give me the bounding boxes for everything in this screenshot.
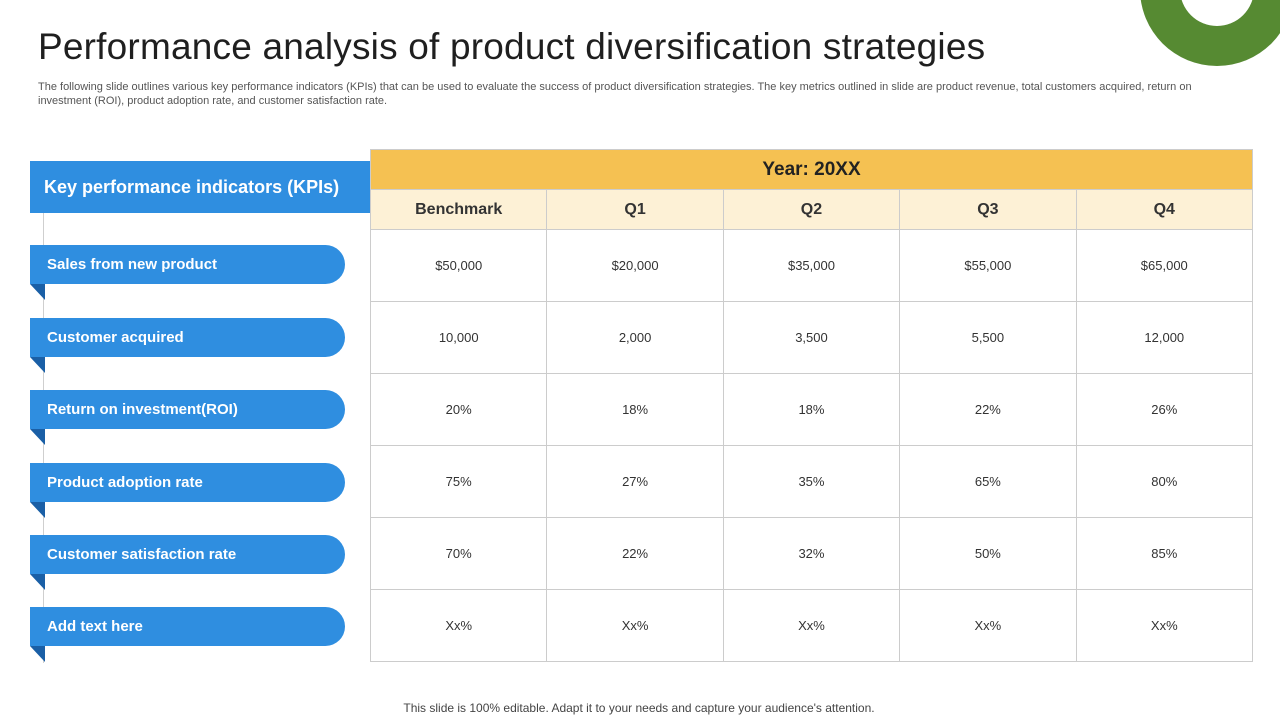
column-header-q1: Q1 (546, 189, 724, 230)
table-cell: 27% (546, 445, 724, 518)
table-cell: $20,000 (546, 229, 724, 302)
kpi-item: Add text here (30, 607, 345, 646)
table-cell: 26% (1075, 373, 1254, 446)
table-row: 20% 18% 18% 22% 26% (369, 373, 1254, 446)
table-cell: 5,500 (899, 301, 1077, 374)
kpi-fold (30, 502, 45, 518)
footer-note: This slide is 100% editable. Adapt it to… (403, 701, 875, 715)
kpi-fold (30, 284, 45, 300)
kpi-item: Sales from new product (30, 245, 345, 284)
table-cell: 32% (722, 517, 901, 590)
kpi-item: Customer satisfaction rate (30, 535, 345, 574)
table-cell: Xx% (1075, 589, 1254, 662)
column-header-q2: Q2 (722, 189, 901, 230)
table-cell: 85% (1075, 517, 1254, 590)
kpi-fold (30, 574, 45, 590)
table-row: $50,000 $20,000 $35,000 $55,000 $65,000 (369, 229, 1254, 302)
table-cell: $55,000 (899, 229, 1077, 302)
table-cell: 70% (369, 517, 548, 590)
table-cell: 35% (722, 445, 901, 518)
table-cell: $65,000 (1075, 229, 1254, 302)
page-subtitle: The following slide outlines various key… (38, 81, 1192, 107)
table-cell: 75% (369, 445, 548, 518)
kpi-table: Year: 20XX Benchmark Q1 Q2 Q3 Q4 $50,000… (369, 149, 1254, 662)
table-row: 10,000 2,000 3,500 5,500 12,000 (369, 301, 1254, 374)
kpi-item: Customer acquired (30, 318, 345, 357)
table-cell: Xx% (369, 589, 548, 662)
kpi-item: Product adoption rate (30, 463, 345, 502)
table-cell: $50,000 (369, 229, 548, 302)
table-cell: 65% (899, 445, 1077, 518)
kpi-item: Return on investment(ROI) (30, 390, 345, 429)
table-cell: 12,000 (1075, 301, 1254, 374)
table-row: 75% 27% 35% 65% 80% (369, 445, 1254, 518)
kpi-fold (30, 357, 45, 373)
page-title: Performance analysis of product diversif… (38, 26, 986, 67)
table-cell: 18% (722, 373, 901, 446)
kpi-fold (30, 646, 45, 662)
table-cell: 22% (899, 373, 1077, 446)
table-row: 70% 22% 32% 50% 85% (369, 517, 1254, 590)
table-cell: 2,000 (546, 301, 724, 374)
table-cell: 50% (899, 517, 1077, 590)
table-cell: 18% (546, 373, 724, 446)
table-cell: 22% (546, 517, 724, 590)
kpi-header: Key performance indicators (KPIs) (30, 161, 370, 213)
column-header-q4: Q4 (1075, 189, 1254, 230)
table-cell: 3,500 (722, 301, 901, 374)
table-cell: 80% (1075, 445, 1254, 518)
column-header-benchmark: Benchmark (369, 189, 548, 230)
year-header: Year: 20XX (370, 149, 1253, 190)
table-cell: Xx% (899, 589, 1077, 662)
table-cell: 10,000 (369, 301, 548, 374)
table-row: Xx% Xx% Xx% Xx% Xx% (369, 589, 1254, 662)
column-header-q3: Q3 (899, 189, 1077, 230)
table-cell: 20% (369, 373, 548, 446)
table-cell: $35,000 (722, 229, 901, 302)
kpi-fold (30, 429, 45, 445)
table-cell: Xx% (722, 589, 901, 662)
table-cell: Xx% (546, 589, 724, 662)
decorative-ring (1140, 0, 1280, 66)
